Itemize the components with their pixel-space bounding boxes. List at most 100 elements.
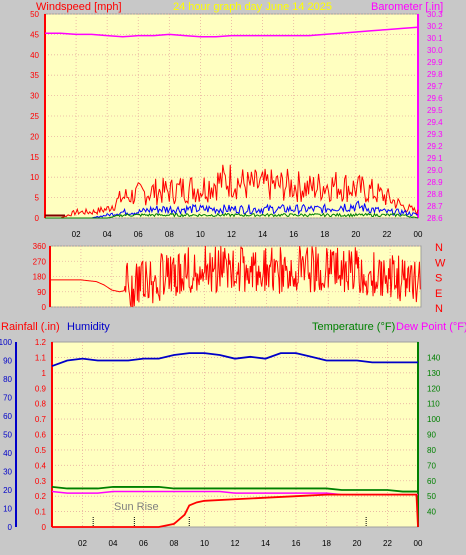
windspeed-tick-label: 10 <box>30 173 39 182</box>
x-tick-label: 12 <box>231 539 240 548</box>
rainfall-tick-label: 0.1 <box>35 508 47 517</box>
windspeed-tick-label: 30 <box>30 92 39 101</box>
barometer-tick-label: 28.8 <box>427 190 443 199</box>
temperature-line <box>51 486 418 493</box>
temperature-tick-label: 40 <box>427 508 436 517</box>
wind-average-series-line <box>45 212 419 219</box>
wind-average-series <box>45 212 419 219</box>
humidity-tick-label: 90 <box>3 357 12 366</box>
rainfall-tick-label: 0.6 <box>35 431 47 440</box>
temperature-tick-label: 110 <box>427 400 440 409</box>
x-tick-label: 02 <box>78 539 87 548</box>
x-tick-label: 14 <box>258 230 267 239</box>
series-layer <box>45 26 421 528</box>
rainfall-tick-label: 0 <box>42 523 47 532</box>
humidity-tick-label: 80 <box>3 375 12 384</box>
compass-label: E <box>435 288 442 300</box>
wind-direction-line <box>50 245 421 308</box>
compass-label: S <box>435 273 442 285</box>
x-tick-label: 18 <box>320 230 329 239</box>
barometer-tick-label: 29.5 <box>427 106 443 115</box>
barometer-tick-label: 28.6 <box>427 214 443 223</box>
temperature-tick-label: 120 <box>427 384 441 393</box>
x-tick-label: 02 <box>72 230 81 239</box>
x-tick-label: 00 <box>414 230 423 239</box>
direction-tick-label: 360 <box>33 242 47 251</box>
barometer-tick-label: 30.3 <box>427 10 443 19</box>
grid-lines <box>45 13 421 527</box>
windspeed-tick-label: 40 <box>30 51 39 60</box>
barometer-tick-label: 29.6 <box>427 94 443 103</box>
barometer-tick-label: 29.9 <box>427 58 443 67</box>
rainfall-tick-label: 0.5 <box>35 446 47 455</box>
rainfall-tick-label: 0.2 <box>35 492 47 501</box>
windspeed-axis-title: Windspeed [mph] <box>36 1 122 13</box>
sunrise-annotation: Sun Rise <box>114 501 159 513</box>
barometer-tick-label: 29.7 <box>427 82 443 91</box>
wind-direction-series <box>50 245 421 308</box>
wind-gust-series-line <box>45 164 419 219</box>
direction-tick-label: 270 <box>33 257 47 266</box>
temperature-tick-label: 130 <box>427 369 441 378</box>
rainfall-tick-label: 1.2 <box>35 338 47 347</box>
rainfall-tick-label: 0.4 <box>35 461 47 470</box>
rainfall-line <box>52 493 419 528</box>
barometer-tick-label: 30.0 <box>427 46 443 55</box>
temperature-tick-label: 50 <box>427 492 436 501</box>
temperature-tick-label: 70 <box>427 461 436 470</box>
rainfall-tick-label: 0.8 <box>35 400 47 409</box>
rainfall-tick-label: 0.3 <box>35 477 47 486</box>
humidity-axis-title: Humidity <box>67 321 110 333</box>
x-tick-label: 06 <box>134 230 143 239</box>
barometer-tick-label: 29.0 <box>427 166 443 175</box>
compass-label: W <box>435 257 446 269</box>
temperature-tick-label: 80 <box>427 446 436 455</box>
x-tick-label: 08 <box>165 230 174 239</box>
x-tick-label: 12 <box>227 230 236 239</box>
barometer-tick-label: 30.2 <box>427 22 443 31</box>
x-tick-label: 22 <box>382 230 391 239</box>
x-tick-label: 16 <box>292 539 301 548</box>
rainfall-tick-label: 1.1 <box>35 353 47 362</box>
x-tick-label: 20 <box>353 539 362 548</box>
windspeed-tick-label: 0 <box>35 214 40 223</box>
x-tick-label: 06 <box>139 539 148 548</box>
barometer-tick-label: 28.9 <box>427 178 443 187</box>
rainfall-tick-label: 0.9 <box>35 384 47 393</box>
humidity-tick-label: 70 <box>3 394 12 403</box>
x-tick-label: 14 <box>261 539 270 548</box>
x-tick-label: 20 <box>351 230 360 239</box>
direction-tick-label: 180 <box>33 273 47 282</box>
x-tick-label: 22 <box>383 539 392 548</box>
x-tick-label: 04 <box>103 230 112 239</box>
x-tick-label: 10 <box>196 230 205 239</box>
compass-label: N <box>435 303 443 315</box>
humidity-tick-label: 60 <box>3 412 12 421</box>
x-tick-label: 16 <box>289 230 298 239</box>
barometer-tick-label: 29.1 <box>427 154 443 163</box>
axes <box>15 14 419 527</box>
x-tick-label: 00 <box>414 539 423 548</box>
rainfall-tick-label: 0.7 <box>35 415 47 424</box>
barometer-tick-label: 28.7 <box>427 202 443 211</box>
windspeed-tick-label: 50 <box>30 10 39 19</box>
windspeed-tick-label: 35 <box>30 71 39 80</box>
rainfall-tick-label: 1 <box>42 369 47 378</box>
humidity-tick-label: 0 <box>8 523 13 532</box>
wind-speed-series <box>45 200 419 219</box>
barometer-tick-label: 29.3 <box>427 130 443 139</box>
compass-label: N <box>435 242 443 254</box>
humidity-tick-label: 10 <box>3 505 12 514</box>
temperature-tick-label: 90 <box>427 431 436 440</box>
x-tick-label: 08 <box>170 539 179 548</box>
x-tick-label: 10 <box>200 539 209 548</box>
humidity-tick-label: 20 <box>3 486 12 495</box>
direction-tick-label: 90 <box>37 288 46 297</box>
wind-speed-series-line <box>45 200 419 219</box>
dewpoint-axis-title: Dew Point (°F) <box>396 321 466 333</box>
barometer-tick-label: 29.2 <box>427 142 443 151</box>
windspeed-tick-label: 45 <box>30 30 39 39</box>
barometer-axis-title: Barometer [.in] <box>371 1 443 13</box>
